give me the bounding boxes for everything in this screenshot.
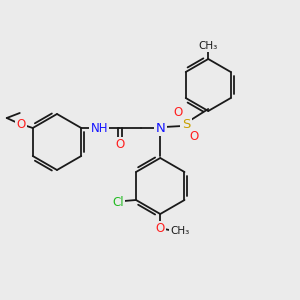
Text: O: O <box>190 130 199 143</box>
Text: NH: NH <box>91 122 108 134</box>
Text: Cl: Cl <box>112 196 124 208</box>
Text: S: S <box>182 118 190 131</box>
Text: O: O <box>156 223 165 236</box>
Text: O: O <box>16 118 26 130</box>
Text: O: O <box>174 106 183 119</box>
Text: CH₃: CH₃ <box>171 226 190 236</box>
Text: CH₃: CH₃ <box>199 41 218 51</box>
Text: N: N <box>155 122 165 134</box>
Text: O: O <box>116 139 125 152</box>
